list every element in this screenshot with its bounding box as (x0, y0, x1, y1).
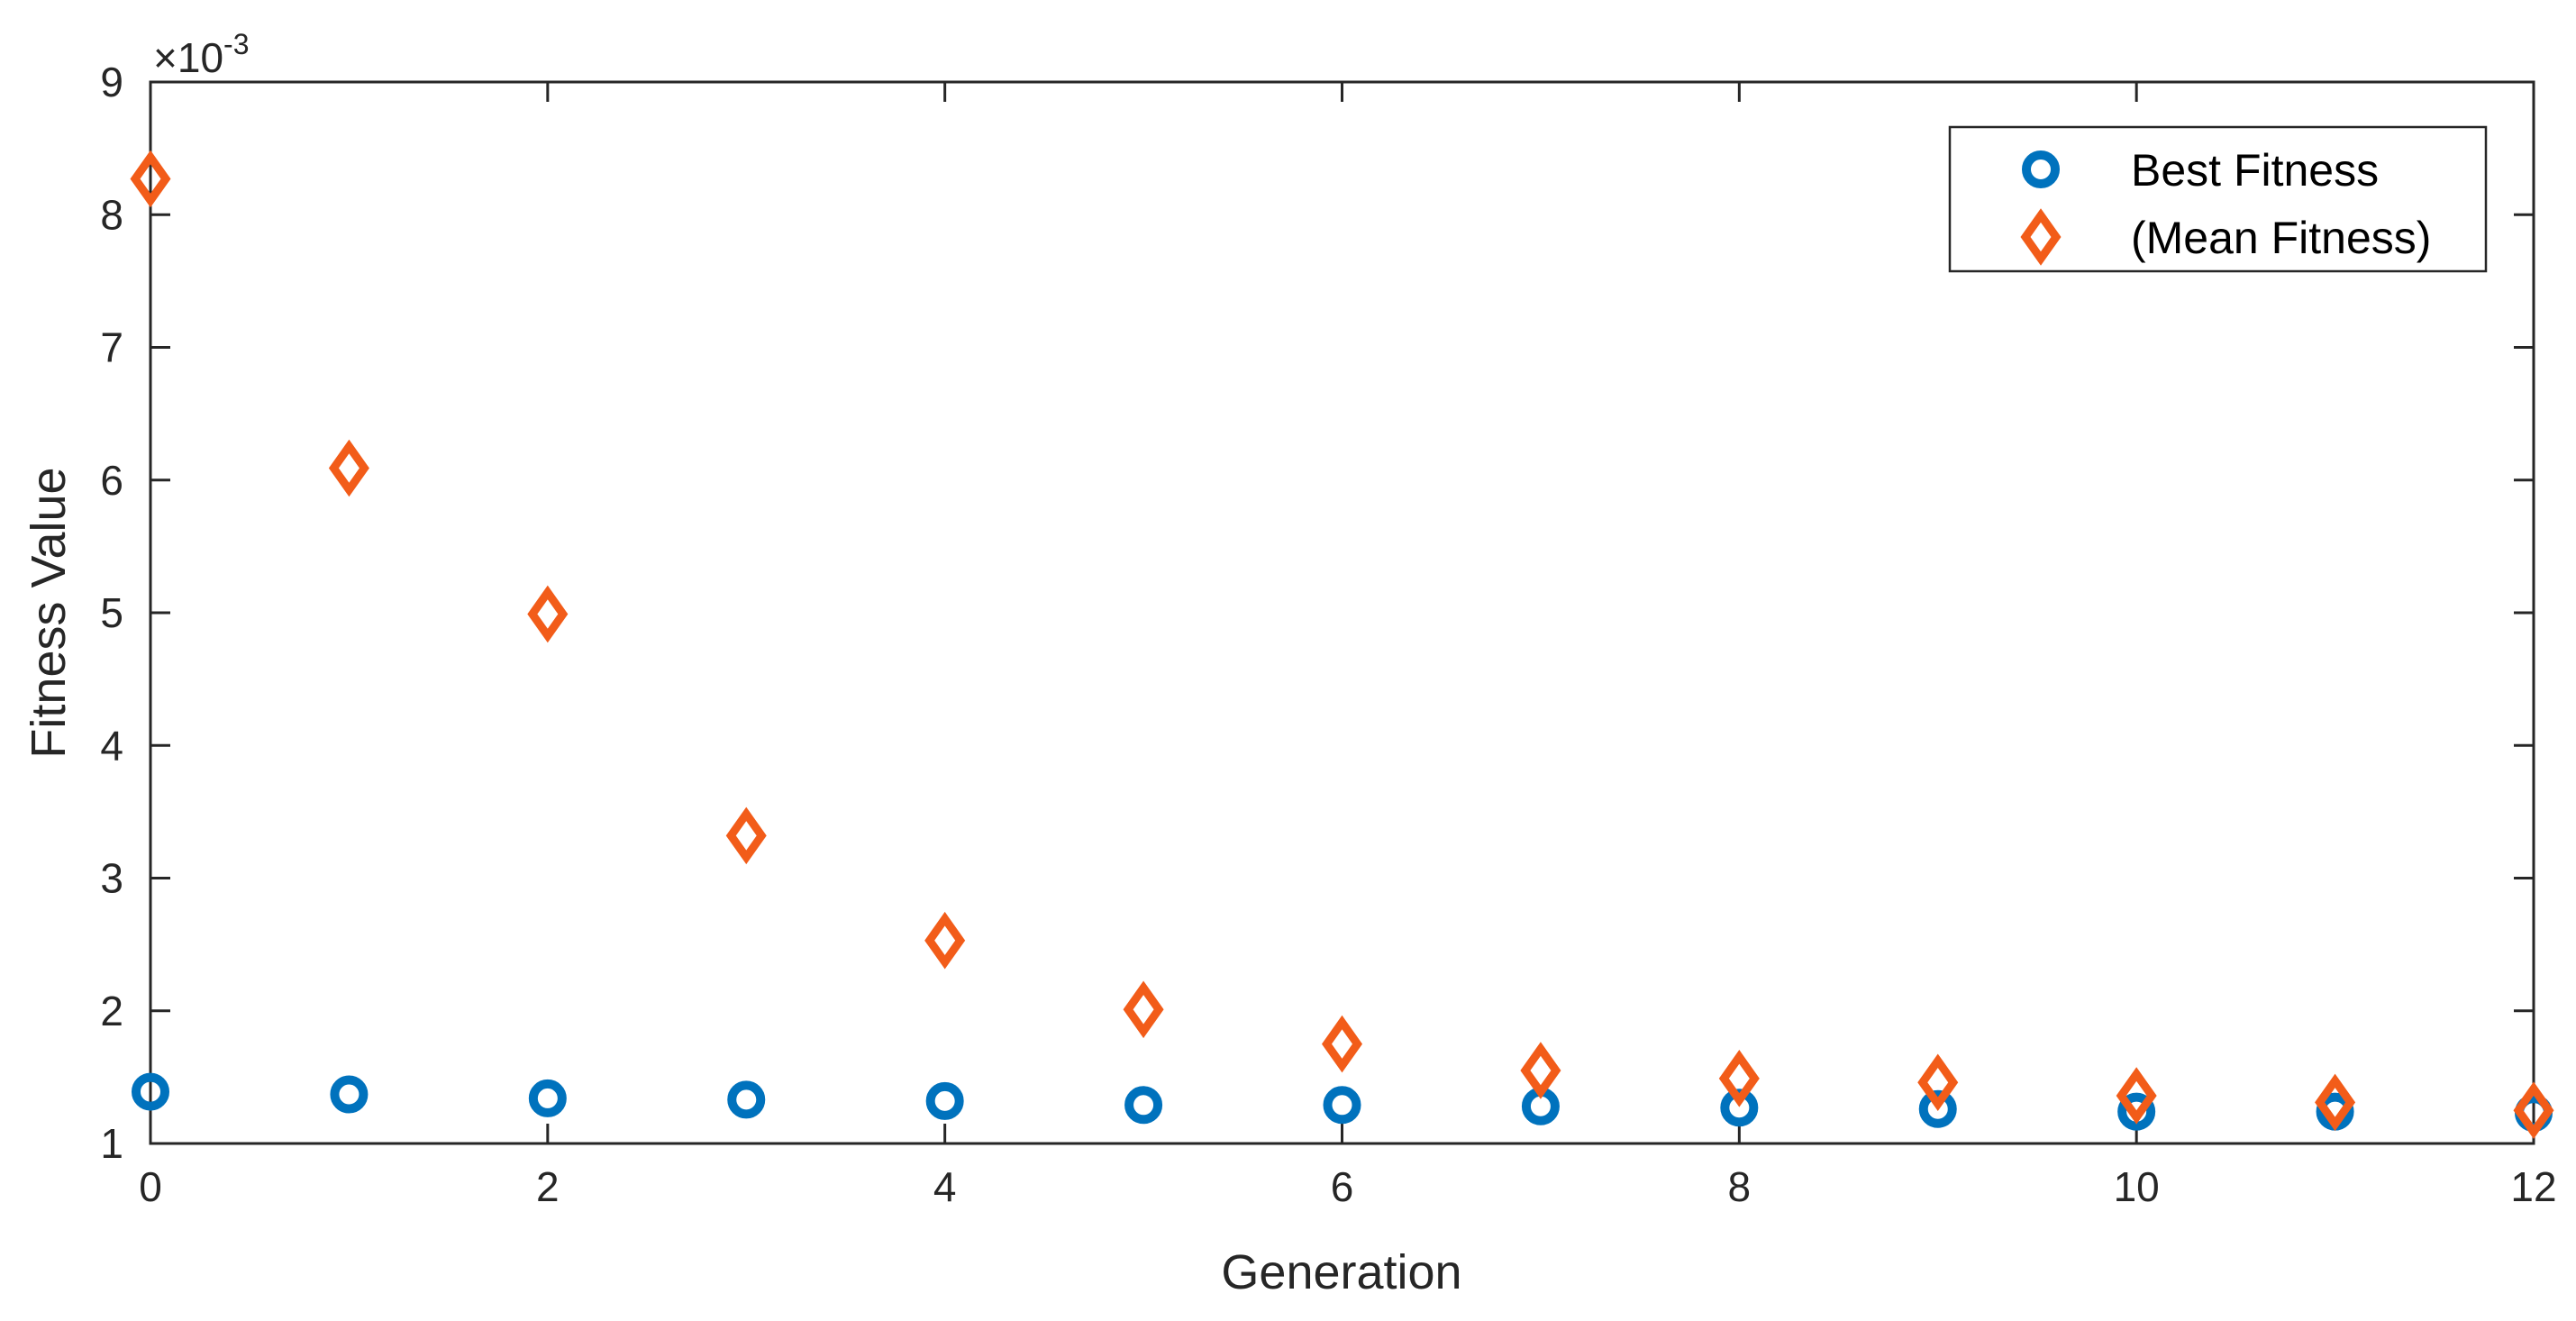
y-tick-label: 7 (100, 324, 123, 371)
data-point (2513, 1081, 2554, 1139)
data-point (1321, 1015, 1363, 1073)
data-point (727, 1080, 766, 1119)
y-tick-label: 1 (100, 1120, 123, 1167)
y-exponent-label: ×10-3 (153, 28, 249, 81)
data-point (528, 1079, 567, 1117)
data-point (2315, 1073, 2356, 1132)
legend-marker (2022, 150, 2060, 188)
x-tick-label: 8 (1728, 1163, 1752, 1210)
data-point (2116, 1067, 2157, 1125)
data-point (1323, 1086, 1361, 1125)
y-tick-label: 2 (100, 988, 123, 1034)
data-point (1124, 1086, 1163, 1125)
x-tick-label: 2 (536, 1163, 560, 1210)
y-tick-label: 9 (100, 59, 123, 105)
y-tick-label: 3 (100, 855, 123, 902)
data-point (132, 1072, 169, 1111)
data-point (1520, 1042, 1561, 1099)
x-axis-label: Generation (1221, 1245, 1461, 1299)
x-tick-label: 6 (1331, 1163, 1354, 1210)
legend-label: (Mean Fitness) (2131, 213, 2431, 263)
data-point (1123, 980, 1164, 1039)
legend: Best Fitness (Mean Fitness) (1948, 125, 2488, 273)
data-point (2117, 1092, 2156, 1131)
legend-marker (2020, 208, 2062, 266)
x-tick-label: 0 (139, 1163, 162, 1210)
y-tick-label: 6 (100, 457, 123, 504)
data-point (1718, 1050, 1760, 1107)
data-point (924, 911, 966, 970)
series-best-fitness (132, 1072, 2553, 1133)
data-point (725, 806, 767, 865)
data-point (1917, 1053, 1959, 1112)
legend-label: Best Fitness (2131, 145, 2379, 196)
series-mean-fitness (130, 150, 2554, 1139)
data-point (527, 585, 569, 643)
x-tick-label: 4 (933, 1163, 957, 1210)
data-point (925, 1081, 964, 1120)
data-point (328, 439, 369, 497)
y-tick-label: 8 (100, 191, 123, 238)
data-point (330, 1075, 369, 1114)
y-axis-label: Fitness Value (22, 467, 76, 758)
y-tick-label: 5 (100, 589, 123, 636)
data-point (130, 150, 171, 208)
x-tick-label: 10 (2114, 1163, 2160, 1210)
x-tick-label: 12 (2510, 1163, 2556, 1210)
y-tick-label: 4 (100, 722, 123, 769)
data-point (1918, 1089, 1957, 1128)
